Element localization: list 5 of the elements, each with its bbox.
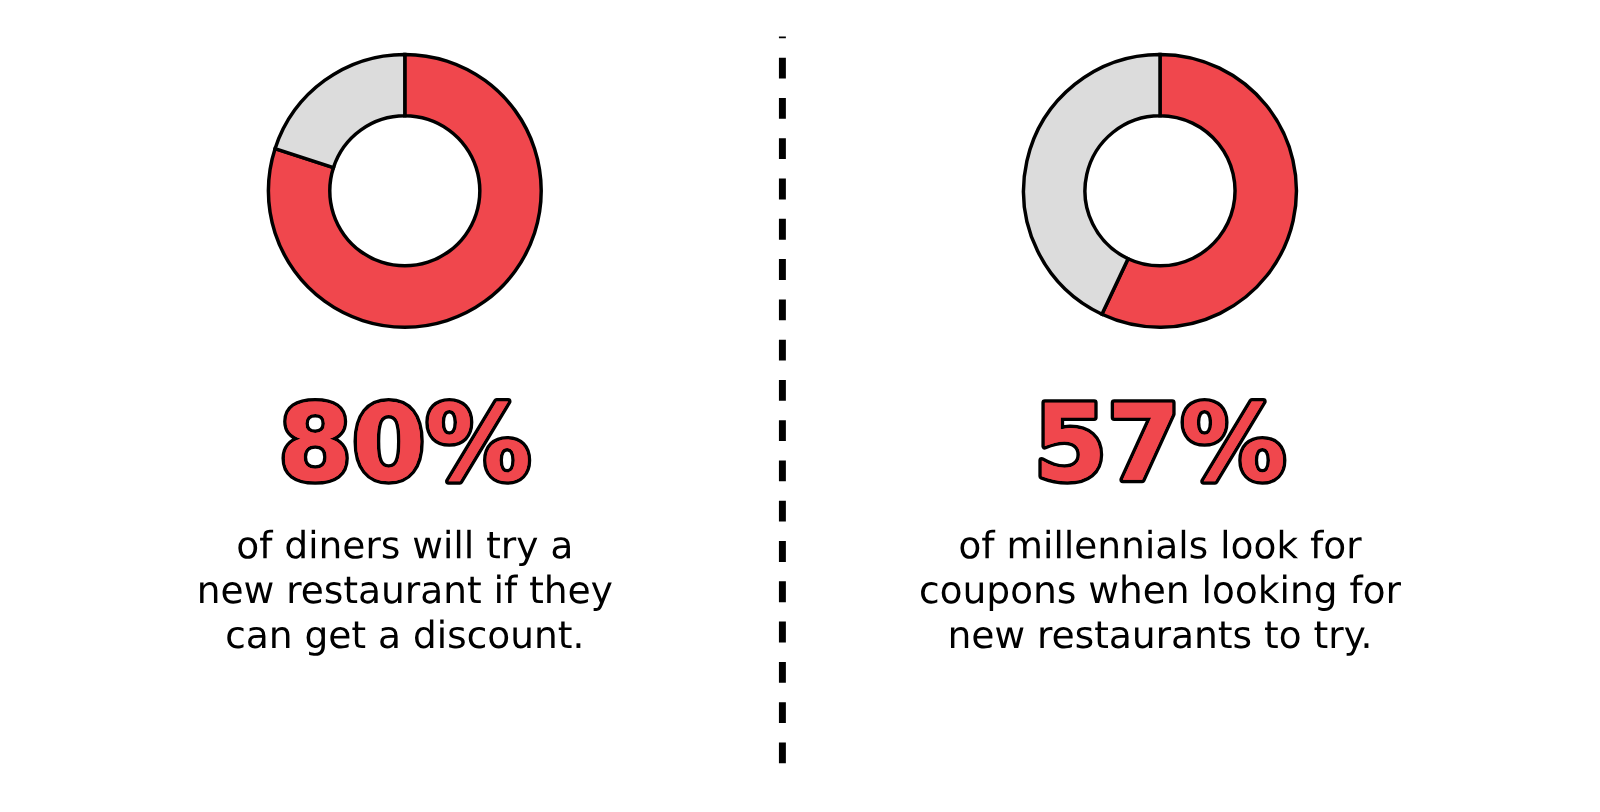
text: of millennials look for coupons when looking for new restaurants to try. (921, 529, 1401, 656)
data-label: 57% (1041, 401, 1283, 482)
text: of diners will try a new restaurant if they can get a discount. (200, 529, 612, 656)
data-label: 80% (284, 401, 528, 482)
donut-slice (266, 52, 543, 329)
